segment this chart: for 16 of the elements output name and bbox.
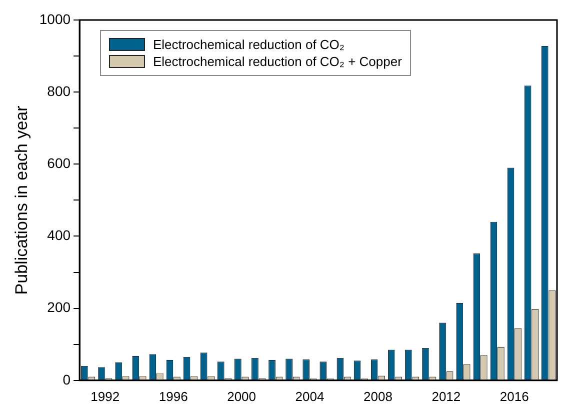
y-tick-label: 400: [47, 227, 71, 244]
x-tick-label: 1992: [90, 388, 120, 404]
y-tick-label: 0: [62, 371, 71, 388]
x-tick-label: 2004: [295, 388, 324, 404]
y-tick-label: 200: [47, 299, 71, 316]
y-axis-title: Publications in each year: [12, 105, 31, 295]
x-tick-label: 2008: [363, 388, 392, 404]
x-tick-label: 2012: [432, 388, 461, 404]
y-tick-label: 1000: [39, 10, 71, 27]
legend-label: Electrochemical reduction of CO₂ + Copper: [153, 54, 402, 69]
x-tick-label: 1996: [158, 388, 188, 404]
x-tick-label: 2000: [227, 388, 256, 404]
x-tick-label: 2016: [500, 388, 529, 404]
y-tick-label: 600: [47, 155, 71, 172]
legend-label: Electrochemical reduction of CO₂: [153, 37, 344, 52]
y-tick-label: 800: [47, 82, 71, 99]
